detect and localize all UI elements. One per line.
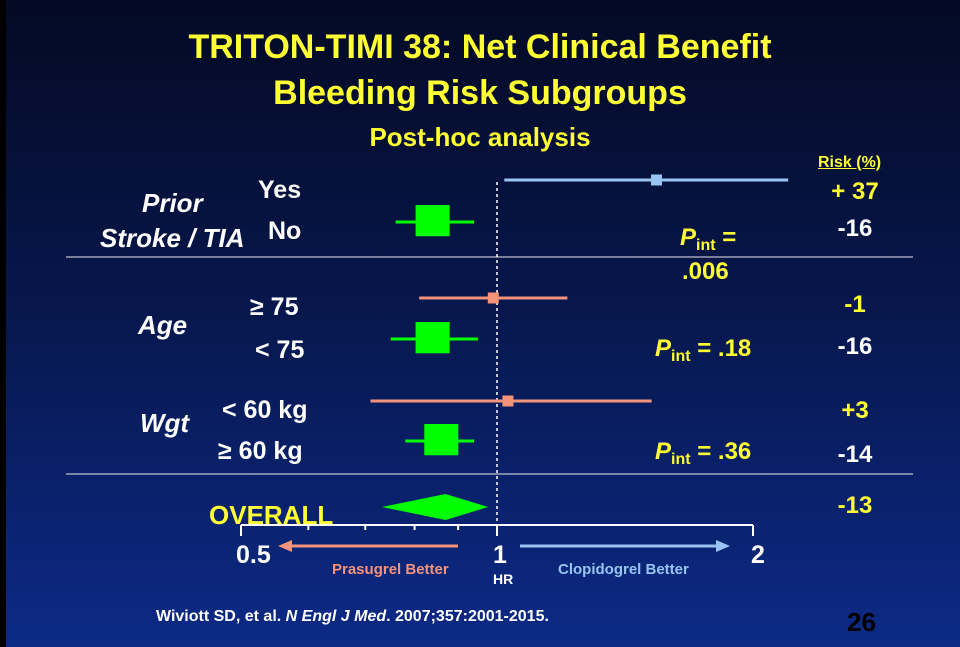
point-marker-2 <box>487 292 499 304</box>
subtitle: Post-hoc analysis <box>369 122 591 152</box>
x-axis-label-hr: HR <box>493 571 514 587</box>
p-interaction-wgt: Pint = .36 <box>655 438 752 468</box>
risk-value-stroke-yes: + 37 <box>831 178 879 205</box>
risk-header: Risk (%) <box>818 154 882 171</box>
p-interaction-stroke-value: .006 <box>682 258 729 285</box>
p-interaction-age: Pint = .18 <box>655 335 752 365</box>
title-line-2: Bleeding Risk Subgroups <box>273 74 687 112</box>
x-tick-label-1: 1 <box>493 541 507 569</box>
risk-value-stroke-no: -16 <box>837 215 873 242</box>
risk-value-wgt-under60: +3 <box>841 397 869 424</box>
risk-value-age-under75: -16 <box>837 333 873 360</box>
x-tick-label-0-5: 0.5 <box>236 541 271 569</box>
prasugrel-better-label: Prasugrel Better <box>332 561 449 578</box>
point-marker-0 <box>650 174 662 186</box>
page-number: 26 <box>847 607 876 637</box>
overall-diamond <box>381 494 489 520</box>
level-label-stroke-yes: Yes <box>258 176 302 204</box>
risk-value-wgt-60plus: -14 <box>837 441 873 468</box>
group-label-stroke-line1: Prior <box>142 188 203 218</box>
level-label-wgt-60plus: ≥ 60 kg <box>218 437 303 465</box>
group-label-stroke-line2: Stroke / TIA <box>100 223 245 253</box>
p-interaction-stroke: Pint = <box>680 224 737 254</box>
point-marker-4 <box>502 395 514 407</box>
left-border <box>0 0 6 647</box>
level-label-age-75plus: ≥ 75 <box>250 293 299 321</box>
level-label-age-under75: < 75 <box>255 336 305 364</box>
risk-value-age-75plus: -1 <box>844 291 866 318</box>
level-label-wgt-under60: < 60 kg <box>222 396 308 424</box>
point-marker-1 <box>415 205 450 237</box>
group-label-overall: OVERALL <box>209 500 334 530</box>
level-label-stroke-no: No <box>268 217 302 245</box>
risk-value-overall: -13 <box>837 492 873 519</box>
prasugrel-arrow-head <box>278 540 292 552</box>
point-marker-5 <box>424 424 459 456</box>
clopidogrel-arrow-head <box>716 540 730 552</box>
group-label-age: Age <box>138 310 188 340</box>
clopidogrel-better-label: Clopidogrel Better <box>558 561 689 578</box>
x-tick-label-2: 2 <box>751 541 765 569</box>
citation: Wiviott SD, et al. N Engl J Med. 2007;35… <box>156 608 549 625</box>
title-line-1: TRITON-TIMI 38: Net Clinical Benefit <box>188 28 772 66</box>
point-marker-3 <box>415 322 450 354</box>
group-label-wgt: Wgt <box>140 408 190 438</box>
